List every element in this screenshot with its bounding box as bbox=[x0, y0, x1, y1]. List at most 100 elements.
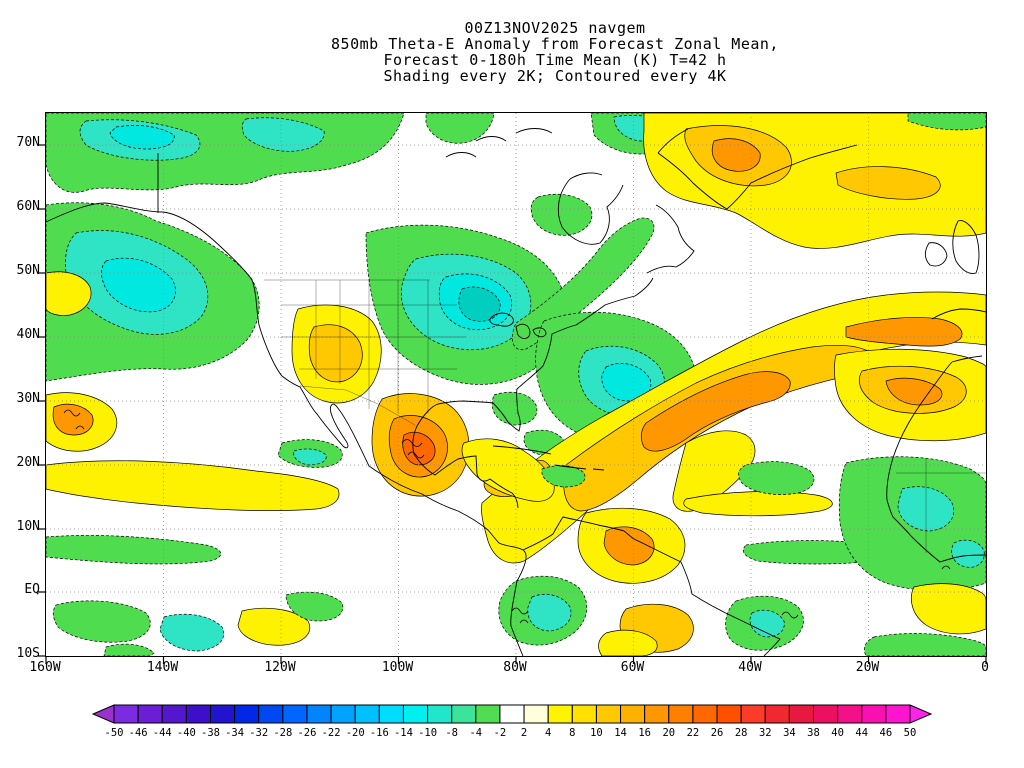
anomaly-region bbox=[109, 125, 175, 150]
colorbar-tick-label: 38 bbox=[807, 727, 820, 739]
colorbar-left-arrow bbox=[91, 704, 115, 724]
anomaly-region bbox=[101, 257, 176, 313]
colorbar-tick-label: 44 bbox=[855, 727, 869, 739]
anomaly-region bbox=[640, 371, 791, 452]
anomaly-region bbox=[672, 430, 756, 512]
colorbar-cell bbox=[113, 704, 139, 724]
political-border bbox=[281, 304, 466, 370]
colorbar-cell bbox=[209, 704, 236, 724]
colorbar-tick-label: 2 bbox=[520, 727, 528, 739]
lon-tick-label: 140W bbox=[146, 660, 179, 675]
political-border bbox=[896, 459, 986, 553]
colorbar-tick-label: -50 bbox=[104, 727, 124, 739]
colorbar-cell bbox=[402, 704, 429, 724]
colorbar-tick-label: -38 bbox=[201, 727, 220, 739]
terrain-contour-squiggle bbox=[407, 451, 425, 459]
lat-tick-label: 60N bbox=[16, 199, 40, 214]
political-border bbox=[299, 385, 416, 426]
colorbar-cell bbox=[306, 704, 332, 724]
colorbar-cell bbox=[740, 704, 766, 724]
colorbar-tick-label: 50 bbox=[903, 727, 917, 739]
anomaly-region bbox=[907, 113, 986, 131]
lat-tick-label: EQ bbox=[24, 582, 40, 597]
colorbar-tick-label: -32 bbox=[249, 727, 269, 739]
colorbar-cell bbox=[451, 704, 477, 724]
anomaly-region bbox=[835, 166, 941, 200]
lat-tick-label: 10N bbox=[16, 519, 40, 534]
anomaly-region bbox=[951, 539, 985, 568]
colorbar-cell bbox=[427, 704, 453, 724]
tick-layer bbox=[38, 144, 987, 664]
anomaly-region bbox=[541, 465, 586, 488]
colorbar-tick-label: -10 bbox=[418, 727, 438, 739]
colorbar-cell bbox=[813, 704, 839, 724]
coastline bbox=[924, 242, 948, 267]
terrain-contour-squiggle bbox=[519, 619, 529, 624]
lat-tick-label: 40N bbox=[16, 327, 40, 342]
anomaly-region bbox=[598, 629, 658, 656]
coastline bbox=[886, 361, 986, 563]
anomaly-region bbox=[711, 138, 761, 172]
colorbar-tick-label: -4 bbox=[469, 727, 483, 739]
lon-tick-label: 20W bbox=[855, 660, 880, 675]
coastline bbox=[522, 516, 781, 656]
colorbar-cell bbox=[571, 704, 597, 724]
coastline bbox=[412, 425, 519, 509]
anomaly-region bbox=[491, 391, 538, 426]
lon-tick-label: 100W bbox=[381, 660, 414, 675]
colorbar-cell bbox=[354, 704, 380, 724]
anomaly-region bbox=[911, 583, 986, 635]
political-borders bbox=[264, 279, 986, 553]
colorbar-cell bbox=[523, 704, 549, 724]
colorbar-cell bbox=[378, 704, 404, 724]
lat-tick-label: 20N bbox=[16, 455, 40, 470]
colorbar-tick-label: -28 bbox=[273, 727, 293, 739]
coastline bbox=[492, 445, 605, 471]
colorbar-tick-label: 40 bbox=[831, 727, 844, 739]
terrain-contour-squiggle bbox=[75, 425, 85, 430]
colorbar-cell bbox=[499, 704, 525, 724]
anomaly-region bbox=[845, 317, 963, 347]
colorbar-tick-label: -22 bbox=[321, 727, 341, 739]
terrain-contour-squiggle bbox=[781, 611, 799, 619]
colorbar-cell bbox=[788, 704, 815, 724]
terrain-contour-squiggle bbox=[401, 439, 423, 447]
anomaly-region bbox=[749, 609, 785, 638]
grid-layer bbox=[46, 113, 986, 656]
colorbar-tick-label: 26 bbox=[710, 727, 724, 739]
anomaly-region bbox=[237, 607, 310, 646]
coastline bbox=[157, 128, 553, 213]
lat-tick-label: 30N bbox=[16, 391, 40, 406]
lon-tick-label: 80W bbox=[503, 660, 527, 675]
anomaly-region bbox=[425, 113, 495, 144]
anomaly-region bbox=[461, 438, 555, 502]
colorbar-tick-label: 34 bbox=[783, 727, 796, 739]
anomaly-region bbox=[103, 643, 155, 656]
colorbar-tick-label: 20 bbox=[662, 727, 676, 739]
colorbar-cell bbox=[595, 704, 622, 724]
colorbar-tick-label: -34 bbox=[225, 727, 245, 739]
colorbar-tick-label: 28 bbox=[734, 727, 748, 739]
anomaly-region bbox=[402, 431, 436, 466]
colorbar-cell bbox=[161, 704, 187, 724]
anomaly-region bbox=[458, 286, 501, 322]
anomaly-region bbox=[46, 535, 222, 565]
lon-tick-label: 60W bbox=[620, 660, 645, 675]
map-frame bbox=[38, 112, 987, 664]
colorbar-tick-label: -14 bbox=[393, 727, 413, 739]
map-plot bbox=[38, 113, 987, 664]
colorbar-tick-label: 32 bbox=[758, 727, 772, 739]
colorbar-cell bbox=[137, 704, 163, 724]
colorbar bbox=[91, 704, 933, 724]
coastline bbox=[416, 277, 654, 432]
colorbar-tick-label: 14 bbox=[614, 727, 627, 739]
title-line-2: 850mb Theta-E Anomaly from Forecast Zona… bbox=[331, 35, 779, 53]
colorbar-tick-label: 10 bbox=[590, 727, 603, 739]
anomaly-region bbox=[864, 633, 986, 656]
colorbar-cell bbox=[475, 704, 501, 724]
anomaly-region bbox=[603, 526, 655, 566]
coastline bbox=[931, 308, 986, 363]
coastlines bbox=[46, 128, 986, 656]
political-border bbox=[315, 280, 429, 413]
anomaly-region bbox=[285, 591, 344, 622]
